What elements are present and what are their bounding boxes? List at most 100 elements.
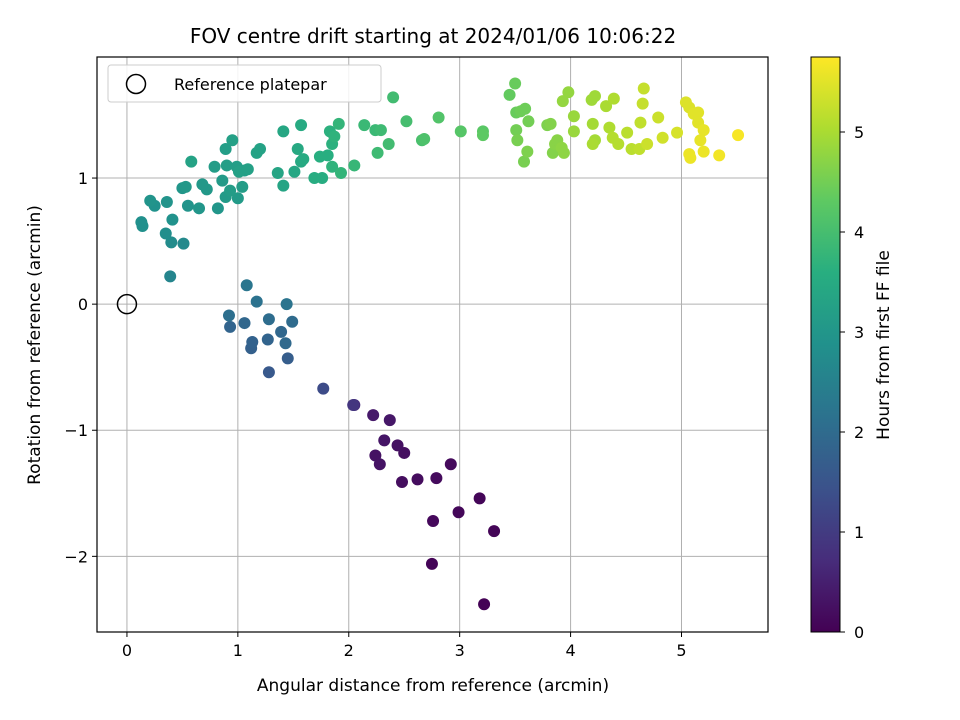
data-point <box>603 121 616 134</box>
data-point <box>636 97 649 110</box>
x-tick-label: 2 <box>344 641 354 660</box>
data-point <box>179 180 192 193</box>
data-point <box>556 95 569 108</box>
data-point <box>246 335 259 348</box>
colorbar-ticks: 0 1 2 3 4 5 <box>840 123 864 642</box>
data-point <box>637 82 650 95</box>
data-point <box>347 399 360 412</box>
data-point <box>473 492 486 505</box>
data-point <box>427 515 440 528</box>
data-point <box>518 155 530 168</box>
data-point <box>226 134 239 147</box>
x-tick-label: 5 <box>676 641 686 660</box>
data-point <box>335 167 347 180</box>
colorbar-label: Hours from first FF file <box>874 250 894 440</box>
data-point <box>430 472 443 485</box>
reference-marker-group <box>116 293 138 315</box>
data-point <box>220 159 233 172</box>
data-point <box>271 167 284 180</box>
data-point <box>166 213 179 226</box>
data-point <box>656 131 669 144</box>
data-point <box>165 236 178 249</box>
data-point <box>164 270 177 283</box>
colorbar-tick-label: 1 <box>854 523 864 542</box>
data-point <box>503 88 516 101</box>
data-point <box>238 317 251 330</box>
data-point <box>452 506 465 519</box>
data-point <box>369 449 382 462</box>
data-point <box>277 125 290 138</box>
legend-box <box>107 64 382 103</box>
data-point <box>279 337 292 350</box>
data-point <box>261 333 274 346</box>
data-point <box>692 106 705 119</box>
data-point <box>694 134 707 147</box>
x-tick-label: 0 <box>122 641 132 660</box>
data-point <box>476 129 489 142</box>
data-point <box>236 180 249 193</box>
data-point <box>713 149 726 162</box>
data-point <box>444 458 457 471</box>
data-point <box>275 325 288 338</box>
data-point <box>159 227 172 240</box>
x-tick-label: 4 <box>565 641 575 660</box>
data-point <box>382 138 395 151</box>
data-point <box>224 184 237 197</box>
data-point <box>391 439 404 452</box>
reference-marker <box>116 293 138 315</box>
data-point <box>697 124 710 137</box>
data-point <box>425 557 438 570</box>
y-axis-label: Rotation from reference (arcmin) <box>25 205 45 485</box>
data-point <box>286 315 299 328</box>
colorbar-tick-label: 2 <box>854 423 864 442</box>
data-point <box>250 295 263 308</box>
data-point <box>418 132 431 145</box>
data-point <box>177 237 190 250</box>
data-point <box>348 159 361 172</box>
data-point <box>488 525 501 538</box>
y-tick-label: 1 <box>78 169 88 188</box>
data-point <box>510 124 523 137</box>
data-point <box>478 598 491 611</box>
data-point <box>511 134 524 147</box>
data-point <box>383 414 396 427</box>
data-point <box>295 119 308 132</box>
colorbar-tick-label: 5 <box>854 123 864 142</box>
data-point <box>328 130 341 143</box>
data-point <box>371 146 384 159</box>
data-point <box>241 163 254 176</box>
data-point <box>254 143 267 156</box>
data-point <box>562 86 575 99</box>
colorbar-tick-label: 3 <box>854 323 864 342</box>
data-point <box>586 117 599 130</box>
data-point <box>291 143 304 156</box>
data-point <box>400 115 413 128</box>
data-point <box>219 143 232 156</box>
data-point <box>684 151 697 164</box>
data-point <box>316 172 329 185</box>
data-point <box>652 111 665 124</box>
data-point <box>521 145 534 158</box>
data-point <box>211 202 224 215</box>
data-point <box>600 100 613 113</box>
data-point <box>222 309 235 322</box>
y-tick-label: −1 <box>64 421 88 440</box>
data-point <box>621 126 634 139</box>
data-point <box>588 90 601 103</box>
data-point <box>732 129 745 142</box>
data-point <box>326 160 339 173</box>
data-point <box>262 313 275 326</box>
data-point <box>373 458 386 471</box>
data-point <box>557 146 570 159</box>
data-point <box>321 149 334 162</box>
colorbar-gradient <box>810 56 841 633</box>
data-point <box>193 202 206 215</box>
data-point <box>281 352 294 365</box>
legend-reference-marker <box>125 73 147 95</box>
data-point <box>181 199 194 212</box>
y-ticks: −2 −1 0 1 <box>64 169 97 566</box>
data-point <box>196 178 209 191</box>
data-point <box>387 91 400 104</box>
data-point <box>612 138 625 151</box>
data-point <box>641 138 654 151</box>
